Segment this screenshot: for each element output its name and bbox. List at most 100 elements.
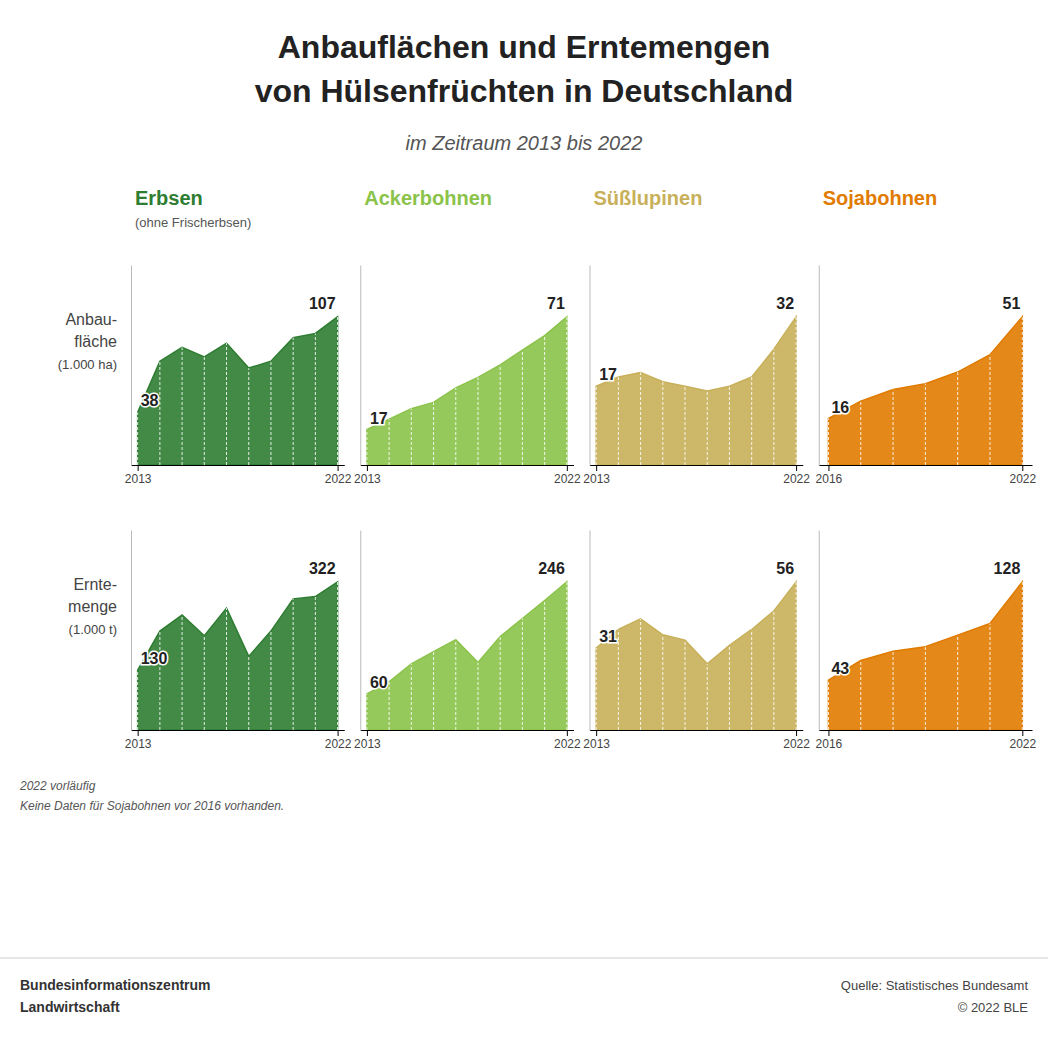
x-axis: 2016 2022 bbox=[816, 730, 1037, 751]
category-sublabel: (ohne Frischerbsen) bbox=[135, 215, 251, 230]
year-line bbox=[729, 645, 730, 730]
x-tick-label: 2013 bbox=[583, 472, 610, 486]
x-tick-label: 2013 bbox=[583, 737, 610, 751]
x-axis-line bbox=[590, 465, 803, 466]
chart-svg: Anbauflächen und Erntemengenvon Hülsenfr… bbox=[0, 0, 1048, 1042]
year-line bbox=[544, 336, 545, 465]
area bbox=[596, 582, 796, 730]
panel: 2016 2022 43 128 bbox=[816, 531, 1037, 751]
year-line bbox=[159, 361, 160, 465]
footnote: 2022 vorläufig bbox=[19, 779, 96, 793]
plot-area bbox=[596, 582, 796, 730]
x-tick: 2016 bbox=[816, 730, 843, 751]
area bbox=[138, 582, 338, 730]
footer-rule bbox=[0, 958, 1048, 959]
value-label: 128 bbox=[994, 560, 1021, 577]
x-tick-label: 2022 bbox=[1009, 472, 1036, 486]
year-line bbox=[315, 597, 316, 730]
value-label: 43 bbox=[831, 660, 849, 677]
x-tick-mark bbox=[367, 465, 368, 471]
year-line bbox=[182, 615, 183, 730]
x-tick: 2022 bbox=[783, 465, 810, 486]
value-label: 107 bbox=[309, 295, 336, 312]
y-axis-line bbox=[590, 266, 591, 466]
area bbox=[367, 317, 567, 465]
footer-text: Bundesinformationszentrum bbox=[20, 977, 211, 993]
x-tick-mark bbox=[138, 730, 139, 736]
x-tick-mark bbox=[1022, 465, 1023, 471]
plot-area bbox=[367, 582, 567, 730]
x-tick-mark bbox=[796, 730, 797, 736]
x-tick-mark bbox=[828, 730, 829, 736]
panel: 2013 2022 31 56 bbox=[583, 531, 810, 751]
x-tick: 2013 bbox=[354, 465, 381, 486]
row-label: Ernte- bbox=[73, 576, 117, 593]
year-line bbox=[596, 386, 597, 465]
y-axis-line bbox=[819, 531, 820, 731]
x-tick-mark bbox=[338, 465, 339, 471]
panel: 2013202260246 bbox=[354, 531, 581, 751]
year-line bbox=[248, 368, 249, 465]
x-tick: 2016 bbox=[816, 465, 843, 486]
value-label: 130 bbox=[141, 650, 168, 667]
x-axis-line bbox=[132, 730, 345, 731]
y-axis-line bbox=[590, 531, 591, 731]
x-tick: 2022 bbox=[325, 465, 352, 486]
x-tick-mark bbox=[138, 465, 139, 471]
panel: 2013202238107 bbox=[125, 266, 352, 486]
year-line bbox=[182, 347, 183, 465]
year-line bbox=[685, 386, 686, 465]
plot-area bbox=[596, 317, 796, 465]
year-line bbox=[828, 680, 829, 730]
value-label: 322 bbox=[309, 560, 336, 577]
year-line bbox=[315, 333, 316, 465]
year-line bbox=[522, 619, 523, 730]
year-line bbox=[751, 629, 752, 730]
x-axis-line bbox=[819, 465, 1032, 466]
y-axis bbox=[590, 531, 591, 731]
x-tick: 2022 bbox=[1009, 730, 1036, 751]
x-tick-label: 2016 bbox=[816, 737, 843, 751]
row-label: fläche bbox=[74, 333, 117, 350]
x-axis: 20132022 bbox=[125, 730, 352, 751]
y-axis bbox=[360, 531, 361, 731]
title: von Hülsenfrüchten in Deutschland bbox=[255, 73, 794, 109]
x-tick: 2013 bbox=[354, 730, 381, 751]
plot-area bbox=[828, 582, 1022, 730]
year-line bbox=[366, 430, 367, 465]
year-line bbox=[204, 357, 205, 465]
year-line bbox=[137, 670, 138, 730]
x-tick: 2013 bbox=[125, 465, 152, 486]
value-label: 16 bbox=[831, 399, 849, 416]
year-line bbox=[455, 640, 456, 730]
year-line bbox=[729, 386, 730, 465]
value-label: 56 bbox=[776, 560, 794, 577]
y-axis bbox=[360, 266, 361, 466]
y-axis bbox=[131, 531, 132, 731]
year-line bbox=[662, 635, 663, 730]
year-line bbox=[925, 384, 926, 465]
source: Quelle: Statistisches Bundesamt bbox=[841, 978, 1029, 993]
source: © 2022 BLE bbox=[958, 1000, 1029, 1015]
x-tick-mark bbox=[1022, 730, 1023, 736]
year-line bbox=[433, 652, 434, 730]
year-line bbox=[893, 389, 894, 465]
y-axis bbox=[131, 266, 132, 466]
x-tick-label: 2022 bbox=[554, 737, 581, 751]
y-axis-line bbox=[819, 266, 820, 466]
plot-area bbox=[367, 317, 567, 465]
value-label: 60 bbox=[370, 674, 388, 691]
year-line bbox=[662, 382, 663, 465]
year-line bbox=[957, 635, 958, 730]
year-line bbox=[828, 419, 829, 465]
category-label: Ackerbohnen bbox=[364, 187, 492, 209]
value-label: 31 bbox=[599, 628, 617, 645]
year-line bbox=[796, 582, 797, 730]
year-line bbox=[270, 361, 271, 465]
category-label: Sojabohnen bbox=[823, 187, 937, 209]
x-tick-label: 2022 bbox=[783, 737, 810, 751]
x-axis: 2013 2022 bbox=[354, 730, 581, 751]
year-line bbox=[989, 355, 990, 465]
year-line bbox=[248, 656, 249, 730]
x-tick-label: 2022 bbox=[325, 737, 352, 751]
